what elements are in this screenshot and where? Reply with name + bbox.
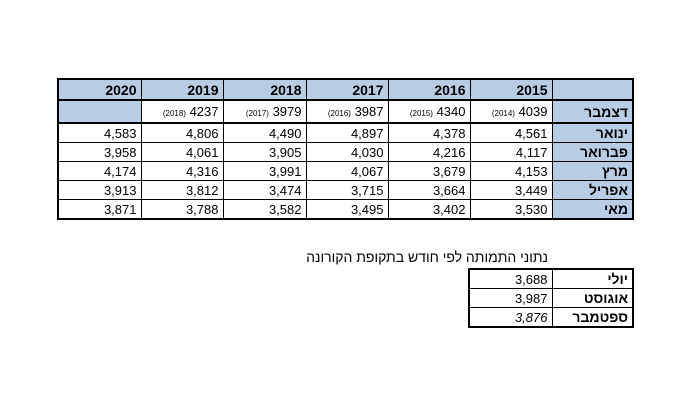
december-value: 3987 [354, 104, 384, 119]
value-cell: 3,788 [140, 199, 224, 220]
month-label: יולי [551, 268, 634, 289]
value-cell: 4,316 [140, 161, 224, 181]
december-note: (2017) [245, 109, 269, 118]
value-cell: 3,495 [305, 199, 389, 220]
empty-cell [57, 99, 142, 124]
year-header: 2018 [222, 78, 307, 101]
december-value: 3979 [272, 104, 302, 119]
year-header: 2016 [387, 78, 471, 101]
december-row: (2018) 4237 (2017) 3979 (2016) 3987 (2015) … [57, 99, 634, 124]
month-label: אוגוסט [551, 288, 634, 308]
december-cell: (2014) 4039 [469, 99, 553, 124]
value-cell: 3,402 [387, 199, 471, 220]
month-label: מאי [551, 199, 634, 220]
value-cell: 3,876 [468, 307, 553, 328]
value-cell: 3,530 [469, 199, 553, 220]
year-header: 2015 [469, 78, 553, 101]
month-label: ספטמבר [551, 307, 634, 328]
month-label: ינואר [551, 122, 634, 143]
value-cell: 3,664 [387, 180, 471, 200]
month-label: אפריל [551, 180, 634, 200]
value-cell: 3,913 [57, 180, 142, 200]
monthly-table: 2020 2019 2018 2017 2016 2015 (2018) 4237 (2017… [57, 78, 634, 220]
year-header: 2019 [140, 78, 224, 101]
month-row: 4,174 4,316 3,991 4,067 3,679 4,153 מרץ [57, 161, 634, 181]
corner-cell [551, 78, 634, 101]
header-row: 2020 2019 2018 2017 2016 2015 [57, 78, 634, 101]
december-note: (2015) [409, 109, 433, 118]
value-cell: 4,897 [305, 122, 389, 143]
value-cell: 4,117 [469, 142, 553, 162]
month-label: פברואר [551, 142, 634, 162]
month-row: 3,913 3,812 3,474 3,715 3,664 3,449 אפריל [57, 180, 634, 200]
value-cell: 4,067 [305, 161, 389, 181]
value-cell: 4,378 [387, 122, 471, 143]
covid-table: 3,688 יולי 3,987 אוגוסט 3,876 ספטמבר [468, 268, 634, 328]
value-cell: 3,715 [305, 180, 389, 200]
december-value: 4237 [189, 104, 219, 119]
december-cell: (2017) 3979 [222, 99, 307, 124]
december-note: (2014) [491, 109, 515, 118]
value-cell: 4,216 [387, 142, 471, 162]
value-cell: 4,561 [469, 122, 553, 143]
month-row: 3,958 4,061 3,905 4,030 4,216 4,117 פברואר [57, 142, 634, 162]
december-note: (2016) [327, 109, 351, 118]
value-cell: 4,153 [469, 161, 553, 181]
value-cell: 3,474 [222, 180, 307, 200]
value-cell: 3,812 [140, 180, 224, 200]
year-header: 2017 [305, 78, 389, 101]
value-cell: 4,490 [222, 122, 307, 143]
value-cell: 3,991 [222, 161, 307, 181]
value-cell: 3,449 [469, 180, 553, 200]
month-label: דצמבר [551, 99, 634, 124]
covid-row: 3,987 אוגוסט [468, 288, 634, 308]
december-value: 4340 [436, 104, 466, 119]
december-cell: (2016) 3987 [305, 99, 389, 124]
december-cell: (2015) 4340 [387, 99, 471, 124]
december-cell: (2018) 4237 [140, 99, 224, 124]
value-cell: 3,905 [222, 142, 307, 162]
month-label: מרץ [551, 161, 634, 181]
value-cell: 4,061 [140, 142, 224, 162]
value-cell: 4,583 [57, 122, 142, 143]
value-cell: 4,174 [57, 161, 142, 181]
covid-row: 3,876 ספטמבר [468, 307, 634, 328]
year-header: 2020 [57, 78, 142, 101]
value-cell: 3,688 [468, 268, 553, 289]
value-cell: 3,987 [468, 288, 553, 308]
december-note: (2018) [162, 109, 186, 118]
covid-row: 3,688 יולי [468, 268, 634, 289]
month-row: 4,583 4,806 4,490 4,897 4,378 4,561 ינואר [57, 122, 634, 143]
month-row: 3,871 3,788 3,582 3,495 3,402 3,530 מאי [57, 199, 634, 220]
value-cell: 3,582 [222, 199, 307, 220]
covid-title: נתוני התמותה לפי חודש בתקופת הקורונה [306, 249, 548, 265]
value-cell: 4,806 [140, 122, 224, 143]
value-cell: 3,958 [57, 142, 142, 162]
december-value: 4039 [518, 104, 548, 119]
value-cell: 3,871 [57, 199, 142, 220]
value-cell: 3,679 [387, 161, 471, 181]
value-cell: 4,030 [305, 142, 389, 162]
